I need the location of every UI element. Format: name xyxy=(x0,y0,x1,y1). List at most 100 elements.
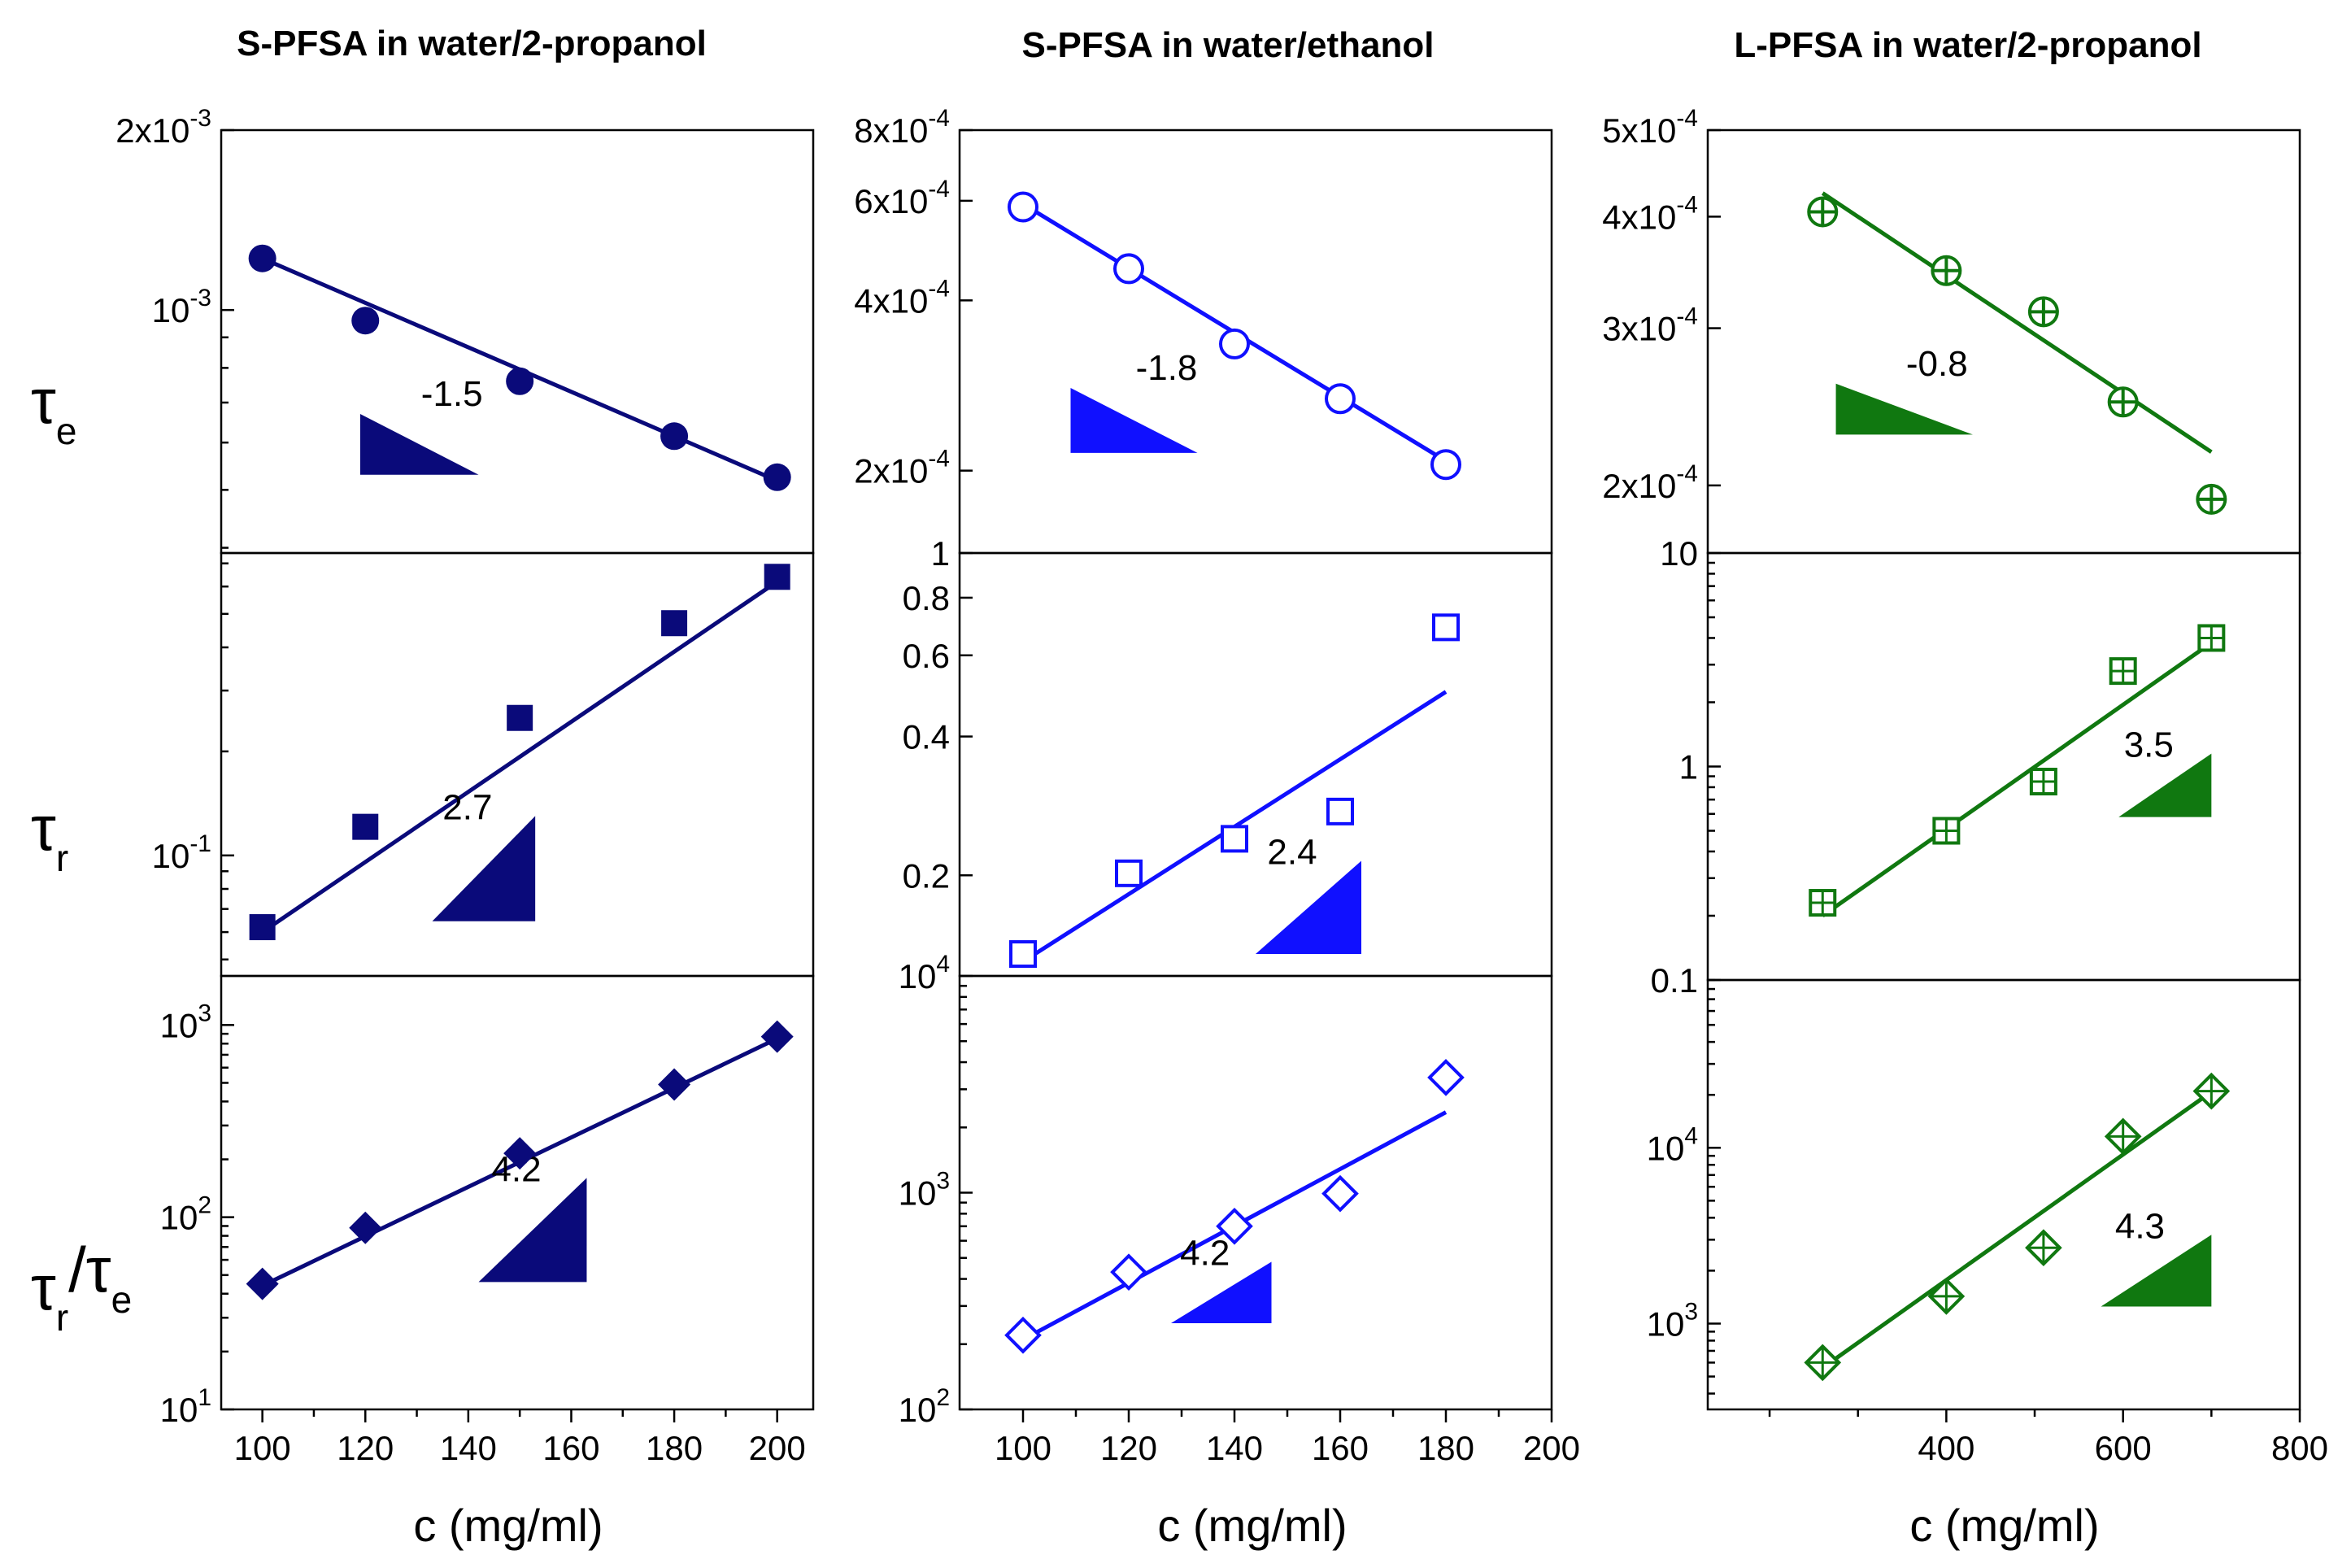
slope-label: 2.7 xyxy=(442,787,492,827)
panel-frame xyxy=(1706,978,2301,1411)
panel-1-1: 2x10-3 10-3 -1.5 xyxy=(115,105,815,555)
y-tick-label: 3x10-4 xyxy=(1602,303,1698,348)
data-point xyxy=(658,1068,691,1101)
slope-triangle xyxy=(1256,860,1361,955)
slope-triangle xyxy=(2118,753,2212,817)
x-tick-label: 200 xyxy=(749,1429,806,1467)
data-point xyxy=(660,422,689,451)
y-tick-label: 10-3 xyxy=(152,285,211,329)
y-tick-label: 0.6 xyxy=(903,637,950,675)
slope-label: 3.5 xyxy=(2124,725,2174,765)
slope-label: -1.8 xyxy=(1136,348,1198,388)
panel-frame xyxy=(220,128,815,555)
y-tick-label: 2x10-3 xyxy=(115,105,211,150)
fit-line xyxy=(1821,1090,2213,1370)
data-point xyxy=(661,610,688,637)
data-point xyxy=(1809,889,1837,917)
y-tick-label: 103 xyxy=(899,1168,950,1213)
panel-frame xyxy=(220,974,815,1411)
slope-triangle xyxy=(359,413,479,475)
data-point xyxy=(760,1020,794,1053)
y-tick-label: 10-1 xyxy=(152,830,211,875)
data-point xyxy=(1221,825,1248,853)
panel-1-2: 10-1 2.7 xyxy=(152,551,815,978)
data-point xyxy=(2027,296,2059,328)
x-tick-label: 140 xyxy=(1206,1429,1263,1467)
data-point xyxy=(2197,624,2226,652)
y-tick-label: 1 xyxy=(931,534,950,573)
data-point xyxy=(2025,1229,2062,1267)
column-title-1: S-PFSA in water/2-propanol xyxy=(237,24,707,63)
slope-label: 4.2 xyxy=(1180,1233,1230,1273)
panel-3-2: 10 1 0.1 3.5 xyxy=(1651,534,2301,1000)
y-tick-label: 8x10-4 xyxy=(854,105,950,150)
x-tick-label: 400 xyxy=(1918,1429,1974,1467)
data-point xyxy=(2196,483,2227,515)
data-point xyxy=(1110,1253,1147,1291)
x-tick-label: 120 xyxy=(1100,1429,1157,1467)
data-point xyxy=(763,463,791,491)
y-tick-label: 2x10-4 xyxy=(1602,460,1698,505)
x-tick-label: 800 xyxy=(2271,1429,2328,1467)
data-point xyxy=(1807,196,1839,228)
x-tick-label: 120 xyxy=(337,1429,394,1467)
y-tick-label: 1 xyxy=(1679,748,1698,786)
data-point xyxy=(503,1137,537,1170)
ylabel-tau-r: τr xyxy=(31,792,68,879)
slope-label: 2.4 xyxy=(1267,832,1317,872)
y-tick-label: 2x10-4 xyxy=(854,446,950,490)
x-tick-label: 160 xyxy=(1312,1429,1369,1467)
x-tick-label: 100 xyxy=(234,1429,291,1467)
data-point xyxy=(1219,328,1250,359)
y-tick-label: 10 xyxy=(1660,534,1698,573)
data-point xyxy=(1927,1278,1966,1315)
data-point xyxy=(1804,1344,1842,1382)
data-point xyxy=(764,564,790,590)
y-tick-label: 102 xyxy=(899,1384,950,1429)
panel-2-1: 8x10-4 6x10-4 4x10-4 2x10-4 -1.8 xyxy=(854,105,1553,555)
y-tick-label: 6x10-4 xyxy=(854,176,950,220)
column-title-2: S-PFSA in water/ethanol xyxy=(1022,25,1435,65)
fit-line xyxy=(261,580,779,934)
slope-triangle xyxy=(432,816,536,921)
data-point xyxy=(1432,613,1460,642)
x-tick-label: 180 xyxy=(1417,1429,1474,1467)
x-tick-label: 600 xyxy=(2095,1429,2152,1467)
data-point xyxy=(2192,1072,2231,1110)
y-tick-label: 0.8 xyxy=(903,579,950,617)
y-tick-label: 0.1 xyxy=(1651,961,1698,1000)
x-tick-label: 100 xyxy=(995,1429,1051,1467)
slope-label: -0.8 xyxy=(1906,344,1968,384)
slope-triangle xyxy=(2101,1235,2212,1307)
xlabel-col-3: c (mg/ml) xyxy=(1909,1500,2099,1551)
data-point xyxy=(1216,1207,1253,1245)
data-point xyxy=(352,813,379,840)
data-point xyxy=(1008,191,1038,223)
data-point xyxy=(2109,657,2137,686)
y-tick-label: 4x10-4 xyxy=(854,275,950,320)
data-point xyxy=(249,914,276,941)
y-tick-label: 103 xyxy=(160,1000,211,1044)
slope-label: -1.5 xyxy=(421,374,483,414)
panel-frame xyxy=(958,128,1553,555)
fit-line xyxy=(1821,641,2213,918)
panel-3-1: 5x10-4 4x10-4 3x10-4 2x10-4 -0.8 xyxy=(1602,105,2301,555)
slope-triangle xyxy=(1835,383,1973,435)
panel-2-3: 104 103 102 100 120 140 160 180 200 4.2 xyxy=(899,951,1580,1467)
data-point xyxy=(1321,1174,1359,1213)
y-tick-label: 0.4 xyxy=(903,718,950,756)
ylabel-tau-e: τe xyxy=(31,365,76,452)
x-tick-label: 180 xyxy=(646,1429,703,1467)
xlabel-col-1: c (mg/ml) xyxy=(413,1500,603,1551)
data-point xyxy=(1931,255,1962,286)
y-tick-label: 0.2 xyxy=(903,856,950,895)
y-tick-label: 104 xyxy=(1647,1122,1698,1167)
y-tick-label: 4x10-4 xyxy=(1602,191,1698,236)
column-title-3: L-PFSA in water/2-propanol xyxy=(1734,25,2201,65)
data-point xyxy=(506,367,534,395)
y-tick-label: 101 xyxy=(160,1384,211,1429)
panel-2-2: 1 0.8 0.6 0.4 0.2 2.4 xyxy=(903,534,1553,978)
data-point xyxy=(2029,768,2057,796)
